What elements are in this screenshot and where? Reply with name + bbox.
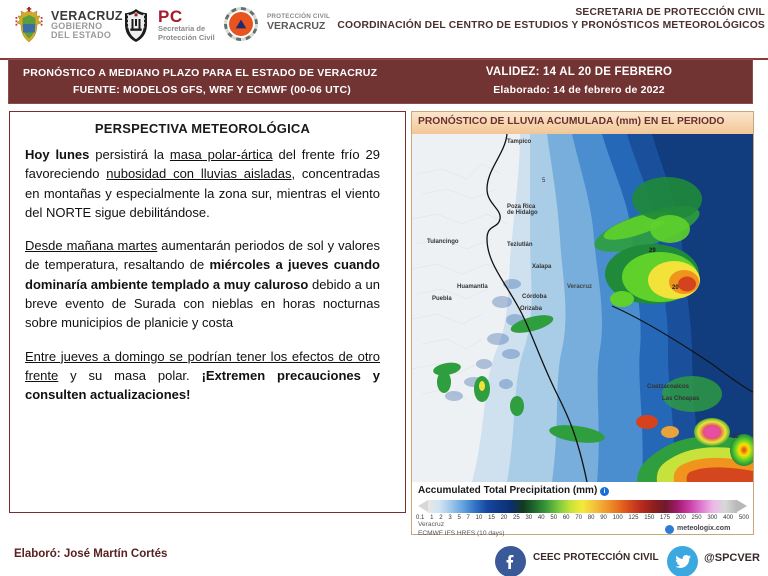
svg-text:20: 20 xyxy=(672,285,679,291)
svg-text:29: 29 xyxy=(649,248,656,254)
